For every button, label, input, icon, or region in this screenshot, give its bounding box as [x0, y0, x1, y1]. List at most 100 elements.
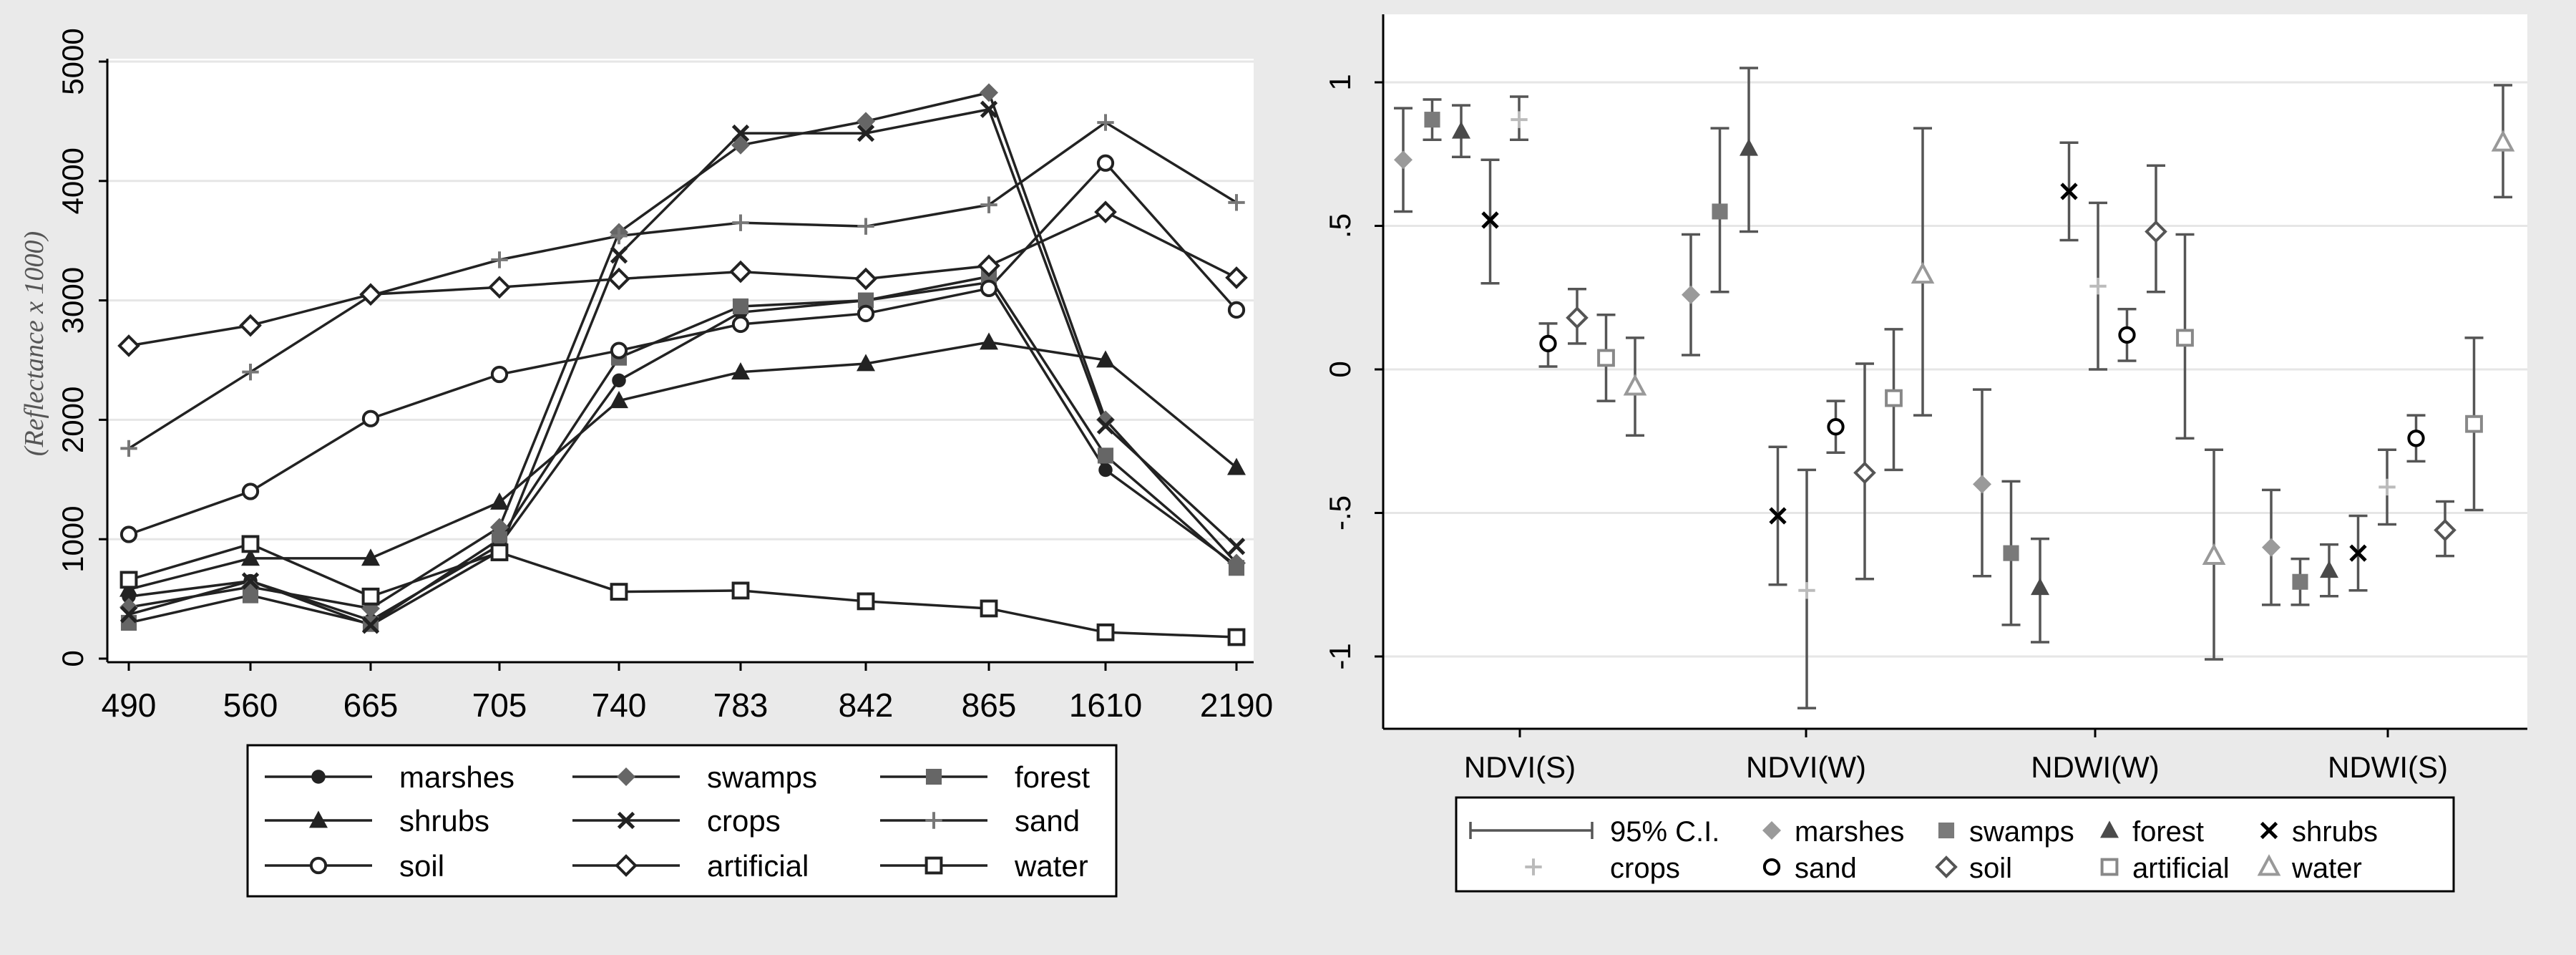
y-tick-label-2000: 2000	[56, 387, 89, 453]
point-marshes-740	[612, 373, 626, 388]
point-shrubs-665	[361, 548, 380, 566]
plot-area	[107, 59, 1254, 662]
point-swamps-ndvi-w	[1712, 203, 1728, 220]
plot-area-right	[1383, 14, 2527, 729]
point-crops-2190	[1227, 538, 1246, 556]
point-crops-ndvi-s	[1511, 111, 1528, 128]
point-soil-740	[610, 341, 628, 359]
y-tick-label-0: 0	[56, 650, 89, 666]
point-forest-2190	[1228, 560, 1245, 576]
legend-label-crops: crops	[1610, 853, 1680, 884]
legend-ci-symbol	[1469, 822, 1594, 839]
y-axis-title: (Reflectance x 1000)	[19, 231, 49, 456]
point-water-665	[361, 587, 380, 606]
legend-box-right	[1455, 796, 2455, 893]
point-artificial-ndvi-w	[1885, 389, 1903, 407]
point-sand-ndwi-w	[2118, 326, 2136, 344]
point-forest-560	[242, 587, 259, 603]
legend-label-soil: soil	[399, 849, 444, 883]
legend-marker-forest	[925, 768, 942, 785]
point-water-783	[731, 581, 750, 600]
x-tick-label-2190: 2190	[1200, 687, 1273, 724]
point-sand-705	[491, 251, 508, 268]
point-shrubs-1610	[1096, 350, 1115, 368]
point-shrubs-ndwi-s	[2349, 544, 2367, 562]
point-forest-ndvi-w	[1740, 138, 1758, 156]
right-panel-index-ci-plot: 1 .5 0 -.5 -1 NDVI(S) NDVI(W) NDWI(W) NDWI(S) 95%…	[1291, 0, 2576, 955]
point-soil-560	[241, 483, 260, 500]
point-water-ndvi-w	[1911, 261, 1935, 284]
point-water-842	[857, 592, 875, 611]
point-crops-865	[980, 100, 998, 118]
series-line-forest	[128, 275, 1238, 626]
legend-marker-swamps	[1938, 822, 1955, 839]
point-water-740	[610, 583, 628, 601]
point-sand-1610	[1097, 114, 1114, 131]
point-artificial-865	[977, 254, 1000, 278]
point-artificial-ndvi-s	[1597, 349, 1615, 367]
point-crops-783	[731, 124, 750, 142]
point-marshes-ndvi-s	[1394, 150, 1413, 170]
x-tick-label-665: 665	[343, 687, 399, 724]
legend-label-artificial: artificial	[2132, 853, 2230, 884]
point-shrubs-783	[731, 362, 750, 380]
legend-marker-water	[924, 856, 943, 875]
point-water-865	[980, 599, 998, 618]
point-sand-865	[980, 196, 997, 213]
legend-marker-artificial	[615, 854, 638, 877]
x-tick-label-783: 783	[713, 687, 769, 724]
legend-marker-water	[2257, 854, 2281, 876]
legend-label-artificial: artificial	[707, 849, 809, 883]
x-tick-label-ndwi-s: NDWI(S)	[2328, 750, 2448, 784]
point-sand-783	[732, 214, 749, 231]
point-shrubs-ndwi-w	[2060, 183, 2078, 200]
point-shrubs-ndvi-s	[1481, 211, 1499, 229]
legend-label-swamps: swamps	[707, 760, 817, 794]
point-artificial-705	[488, 276, 511, 299]
x-tick-label-705: 705	[472, 687, 527, 724]
x-tick-label-ndvi-w: NDVI(W)	[1746, 750, 1866, 784]
point-artificial-1610	[1094, 200, 1117, 223]
point-crops-842	[857, 124, 875, 142]
point-soil-1610	[1096, 154, 1115, 172]
point-sand-ndvi-w	[1827, 418, 1845, 436]
point-crops-740	[610, 246, 628, 264]
point-soil-665	[361, 409, 380, 427]
point-artificial-560	[239, 314, 262, 337]
point-forest-705	[491, 531, 508, 548]
point-shrubs-842	[857, 354, 875, 372]
legend-marker-soil	[309, 856, 328, 875]
point-water-ndwi-s	[2491, 130, 2515, 152]
x-tick-label-ndvi-s: NDVI(S)	[1464, 750, 1576, 784]
point-swamps-865	[980, 83, 998, 102]
point-soil-ndwi-s	[2434, 518, 2457, 542]
point-crops-ndvi-w	[1798, 582, 1815, 599]
y-tick-label-right-0: 1	[1323, 74, 1357, 90]
series-line-sand	[128, 120, 1237, 450]
point-swamps-783	[731, 135, 750, 155]
point-water-1610	[1096, 623, 1115, 641]
legend-label-water: water	[2291, 853, 2362, 884]
legend-label-forest: forest	[2132, 816, 2204, 848]
point-artificial-ndwi-w	[2176, 329, 2194, 347]
y-tick-label-1000: 1000	[56, 505, 89, 572]
point-shrubs-740	[610, 391, 628, 409]
point-marshes-ndwi-s	[2262, 538, 2280, 557]
x-tick-label-560: 560	[223, 687, 278, 724]
point-soil-490	[119, 525, 138, 543]
point-water-ndvi-s	[1623, 374, 1647, 396]
legend-label-soil: soil	[1969, 853, 2012, 884]
point-sand-490	[120, 440, 137, 457]
point-artificial-490	[117, 334, 140, 357]
x-tick-label-740: 740	[592, 687, 647, 724]
point-artificial-665	[359, 283, 382, 306]
legend-label-sand: sand	[1015, 804, 1080, 838]
point-soil-2190	[1227, 301, 1246, 319]
point-shrubs-705	[490, 492, 509, 510]
point-swamps-1610	[1096, 410, 1115, 430]
point-marshes-ndwi-w	[1973, 475, 1991, 494]
point-soil-ndvi-s	[1566, 306, 1589, 329]
point-soil-783	[731, 315, 750, 334]
y-tick-label-right-3: -.5	[1323, 495, 1357, 530]
point-forest-842	[857, 292, 874, 309]
